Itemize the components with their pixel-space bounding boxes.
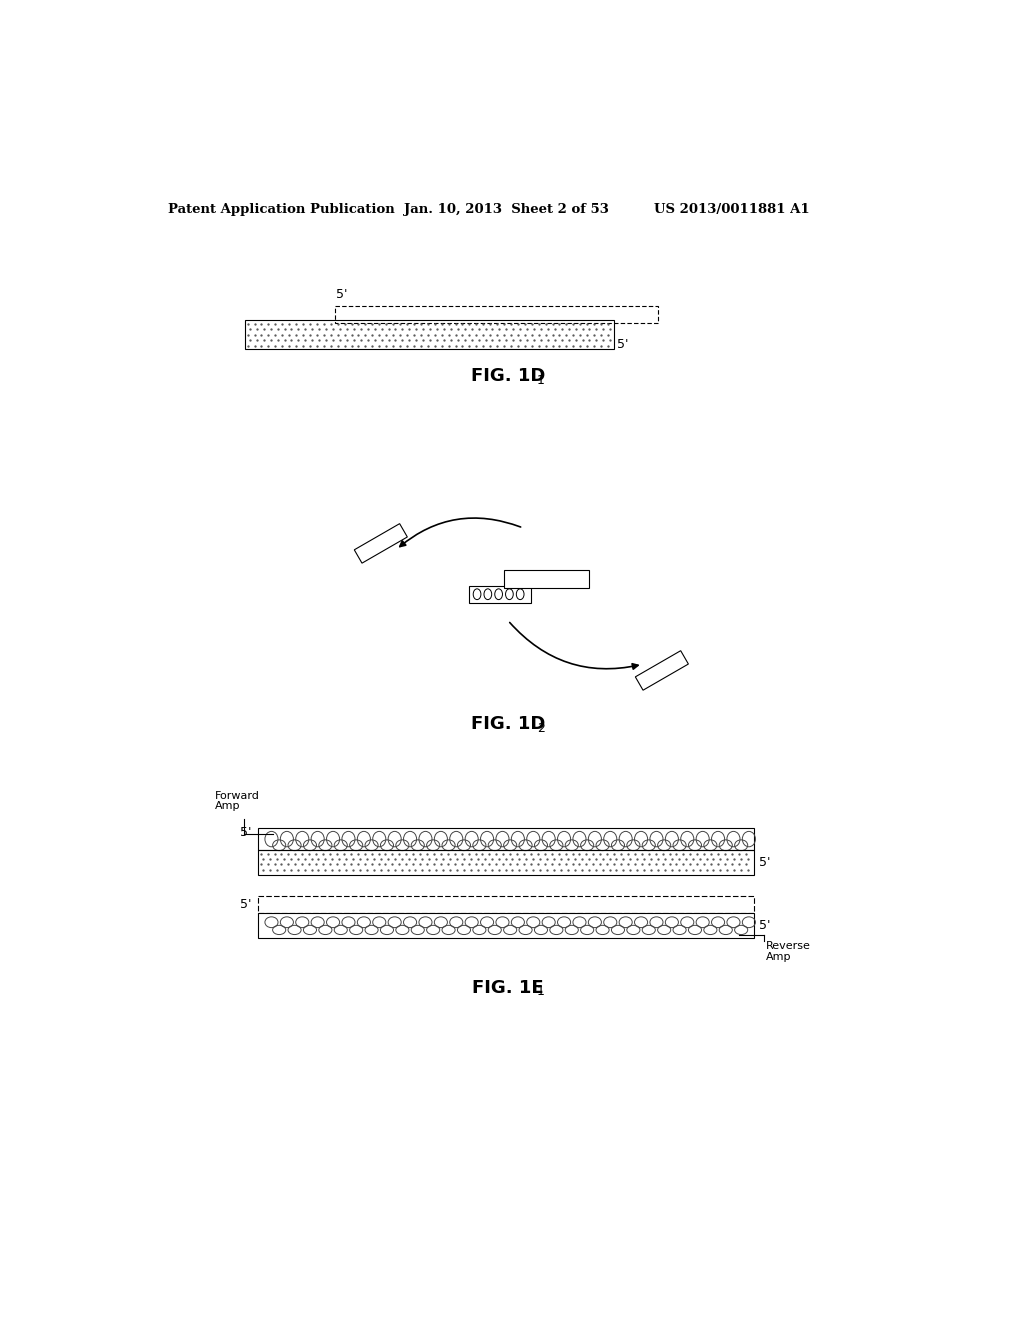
Bar (504, 570, 589, 589)
Bar (469, 586, 531, 603)
FancyArrowPatch shape (399, 517, 520, 546)
Text: 1: 1 (538, 374, 545, 387)
Bar (258, 850, 755, 874)
Text: FIG. 1D: FIG. 1D (471, 715, 545, 734)
Bar (335, 306, 658, 323)
Bar (258, 829, 755, 850)
Text: 5': 5' (617, 338, 629, 351)
Text: 2: 2 (538, 722, 545, 735)
Text: 5': 5' (336, 288, 348, 301)
Text: FIG. 1E: FIG. 1E (472, 978, 544, 997)
Text: Reverse: Reverse (766, 941, 811, 952)
Text: Amp: Amp (215, 801, 241, 812)
Bar (245, 321, 614, 350)
Text: FIG. 1D: FIG. 1D (471, 367, 545, 385)
Bar (258, 913, 755, 937)
Bar (354, 524, 408, 564)
Text: Forward: Forward (215, 792, 260, 801)
Text: 5': 5' (759, 919, 770, 932)
FancyArrowPatch shape (510, 623, 638, 669)
Text: Patent Application Publication: Patent Application Publication (168, 203, 394, 216)
Text: Jan. 10, 2013  Sheet 2 of 53: Jan. 10, 2013 Sheet 2 of 53 (403, 203, 609, 216)
Bar (258, 896, 755, 913)
Text: Amp: Amp (766, 952, 792, 961)
Text: 5': 5' (759, 855, 770, 869)
Text: 1: 1 (538, 985, 545, 998)
Text: 5': 5' (240, 898, 252, 911)
Text: 5': 5' (240, 825, 252, 838)
Text: US 2013/0011881 A1: US 2013/0011881 A1 (654, 203, 810, 216)
Bar (635, 651, 688, 690)
